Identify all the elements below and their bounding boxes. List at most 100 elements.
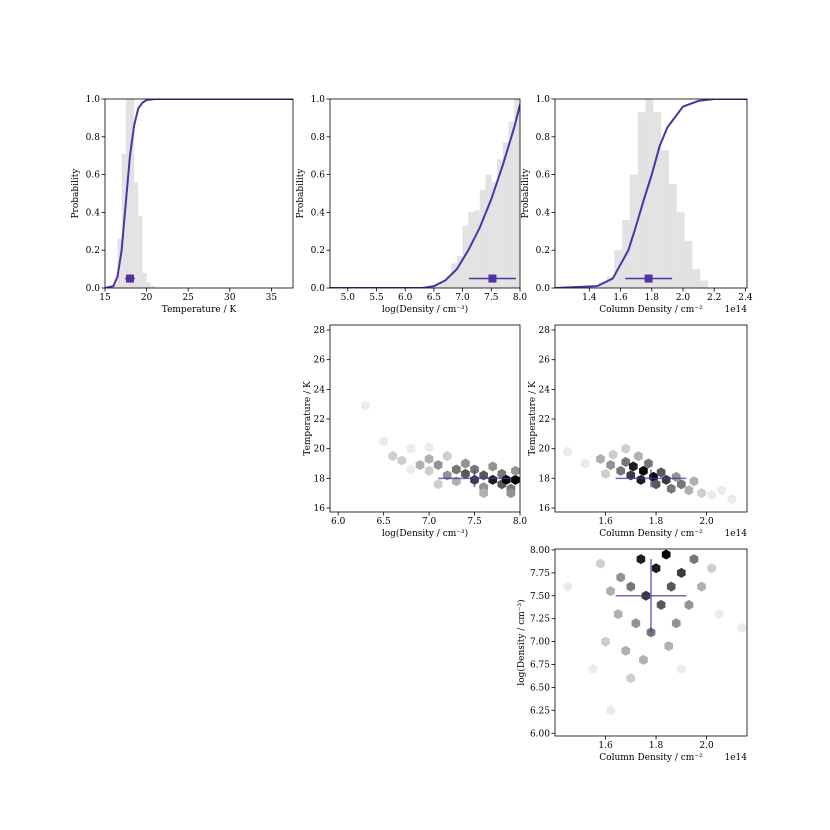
hexbin — [628, 461, 638, 472]
hist-bar — [134, 182, 139, 288]
y-tick-label: 1.0 — [86, 95, 101, 105]
hexbin — [563, 581, 572, 592]
hist-bar — [150, 286, 155, 288]
y-tick-label: 0.0 — [536, 284, 551, 294]
hexbin — [601, 468, 610, 479]
y-tick-label: 0.4 — [311, 208, 326, 218]
y-tick-label: 16 — [314, 504, 326, 514]
hexbin — [626, 581, 636, 592]
hist-bar — [125, 99, 130, 288]
y-tick-label: 20 — [539, 445, 551, 455]
hexbin — [636, 474, 646, 485]
x-tick-label: 7.5 — [467, 517, 482, 527]
y-axis-label: Temperature / K — [528, 381, 538, 456]
hexbin — [506, 488, 516, 499]
axes-frame — [329, 324, 521, 513]
y-tick-label: 26 — [539, 356, 551, 366]
hexbin — [621, 645, 631, 656]
y-tick-label: 7.25 — [530, 615, 550, 625]
hexbin — [676, 479, 686, 490]
x-tick-label: 30 — [224, 293, 236, 303]
hexbin — [666, 581, 676, 592]
hist-bar — [692, 269, 701, 288]
hist-bar — [138, 216, 143, 288]
x-tick-label: 8.0 — [513, 293, 528, 303]
plot-area — [105, 99, 293, 288]
hexbin — [661, 474, 671, 485]
x-tick-label: 5.0 — [341, 293, 356, 303]
x-tick-label: 6.5 — [427, 293, 442, 303]
hist-bar — [142, 272, 147, 288]
hexbin — [697, 488, 706, 499]
x-axis-label: log(Density / cm⁻³) — [382, 528, 468, 539]
panel: 1.4 1.6 1.8 2.0 2.2 2.4 0.0 0.2 0.4 0.6 0.8 1.0 Colu… — [521, 95, 753, 315]
x-tick-label: 6.0 — [398, 293, 413, 303]
y-tick-label: 0.8 — [86, 133, 101, 143]
hexbin — [737, 622, 747, 633]
hexbin — [415, 459, 425, 470]
hist-bar — [508, 121, 515, 288]
hist-bar — [479, 189, 486, 288]
hexbin — [626, 673, 636, 684]
hexbin — [639, 654, 648, 665]
axes-frame — [554, 98, 748, 289]
hexbin — [714, 609, 724, 620]
estimate-marker — [125, 274, 134, 283]
y-tick-label: 0.8 — [536, 133, 551, 143]
hexbin — [588, 664, 598, 675]
hexbin — [461, 458, 470, 469]
hexbin — [433, 459, 443, 470]
hist-bar — [598, 282, 607, 288]
hexbin — [406, 443, 416, 454]
hexbin — [596, 454, 605, 465]
y-tick-label: 22 — [314, 415, 325, 425]
hexbin — [651, 479, 661, 490]
panel: 5.0 5.5 6.0 6.5 7.0 7.5 8.0 0.0 0.2 0.4 0.6 0.8 1.0 l… — [296, 95, 527, 315]
hexbin — [684, 485, 694, 496]
x-tick-label: 6.0 — [331, 517, 346, 527]
x-axis-label: Temperature / K — [162, 305, 237, 315]
y-tick-label: 6.00 — [530, 729, 550, 739]
x-tick-label: 1.8 — [649, 517, 664, 527]
x-tick-label: 15 — [99, 293, 111, 303]
y-tick-label: 6.50 — [530, 683, 550, 693]
hexbin — [479, 488, 488, 499]
hexbin — [502, 474, 511, 485]
hist-bar — [700, 280, 708, 288]
hexbin — [433, 479, 443, 490]
y-tick-label: 7.00 — [530, 638, 550, 648]
hexbin — [488, 461, 498, 472]
x-tick-label: 7.0 — [455, 293, 470, 303]
y-tick-label: 28 — [539, 326, 551, 336]
hexbin — [424, 442, 434, 453]
y-tick-label: 0.6 — [86, 171, 101, 181]
hexbin — [606, 586, 615, 597]
hexbin — [388, 451, 398, 462]
hexbin — [636, 554, 646, 565]
hexbin — [717, 485, 727, 496]
y-tick-label: 28 — [314, 326, 326, 336]
x-offset-label: 1e14 — [724, 753, 747, 763]
y-tick-label: 0.0 — [311, 284, 326, 294]
y-tick-label: 18 — [314, 474, 326, 484]
x-tick-label: 5.5 — [369, 293, 384, 303]
y-axis-label: Probability — [296, 168, 306, 219]
hexbin — [601, 636, 610, 647]
y-axis-label: log(Density / cm⁻³) — [516, 599, 527, 685]
y-tick-label: 8.00 — [530, 546, 550, 556]
x-tick-label: 1.6 — [613, 293, 628, 303]
hexbin — [666, 483, 676, 494]
hexbin — [656, 467, 666, 478]
hist-bar — [456, 255, 463, 288]
hexbin — [452, 464, 461, 475]
hist-bar — [433, 286, 440, 288]
x-tick-label: 8.0 — [513, 517, 528, 527]
hexbin — [684, 599, 694, 610]
axes-frame — [554, 324, 748, 513]
hist-bar — [113, 284, 118, 288]
hist-bar — [514, 99, 520, 288]
plot-area — [330, 99, 520, 288]
x-tick-label: 20 — [141, 293, 153, 303]
y-tick-label: 0.6 — [536, 171, 551, 181]
